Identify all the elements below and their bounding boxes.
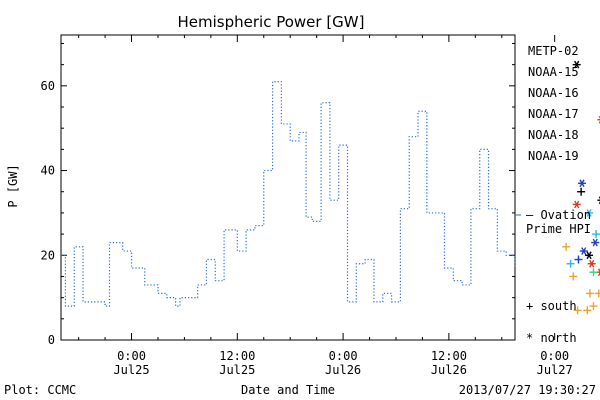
south-point bbox=[594, 289, 600, 298]
y-tick-label: 60 bbox=[41, 79, 55, 93]
north-point bbox=[572, 200, 581, 209]
north-point bbox=[591, 238, 600, 247]
south-point bbox=[583, 306, 592, 315]
south-point bbox=[577, 187, 586, 196]
south-point bbox=[573, 306, 582, 315]
south-point bbox=[574, 255, 583, 264]
north-point bbox=[585, 251, 594, 260]
x-axis: 0:00Jul2512:00Jul250:00Jul2612:00Jul260:… bbox=[78, 35, 573, 377]
x-tick-time-label: 12:00 bbox=[219, 349, 255, 363]
legend-entry: NOAA-19 bbox=[528, 149, 579, 163]
x-tick-date-label: Jul26 bbox=[325, 363, 361, 377]
satellite-points bbox=[562, 60, 600, 315]
satellite-legend: METP-02 NOAA-15 NOAA-16 NOAA-17 NOAA-18 NOAA-… bbox=[528, 44, 579, 163]
south-point bbox=[589, 268, 598, 277]
south-point bbox=[585, 289, 594, 298]
x-tick-time-label: 12:00 bbox=[431, 349, 467, 363]
plot-timestamp: 2013/07/27 19:30:27 bbox=[459, 383, 596, 397]
legend-entry: METP-02 bbox=[528, 44, 579, 58]
x-tick-time-label: 0:00 bbox=[540, 349, 569, 363]
plot-frame bbox=[60, 34, 516, 341]
north-point bbox=[597, 115, 600, 124]
south-point bbox=[592, 230, 600, 239]
x-tick-date-label: Jul25 bbox=[113, 363, 149, 377]
x-tick-date-label: Jul25 bbox=[219, 363, 255, 377]
north-point bbox=[585, 209, 594, 217]
south-marker-legend: + south bbox=[526, 299, 577, 313]
y-axis-label: P [GW] bbox=[6, 164, 20, 207]
north-marker-legend: * north bbox=[526, 331, 577, 345]
x-tick-time-label: 0:00 bbox=[329, 349, 358, 363]
south-point bbox=[569, 272, 578, 281]
x-axis-label: Date and Time bbox=[241, 383, 335, 397]
x-tick-date-label: Jul26 bbox=[431, 363, 467, 377]
north-point bbox=[596, 268, 600, 277]
x-tick-time-label: 0:00 bbox=[117, 349, 146, 363]
y-tick-label: 40 bbox=[41, 164, 55, 178]
south-point bbox=[566, 259, 575, 268]
north-point bbox=[577, 179, 586, 188]
legend-entry: NOAA-18 bbox=[528, 128, 579, 142]
y-axis: 0 20 40 60 bbox=[41, 42, 515, 347]
north-point bbox=[587, 259, 596, 268]
plot-credit: Plot: CCMC bbox=[4, 383, 76, 397]
y-tick-label: 20 bbox=[41, 248, 55, 262]
chart-title: Hemispheric Power [GW] bbox=[178, 13, 365, 31]
y-tick-label: 0 bbox=[48, 333, 55, 347]
legend-entry: NOAA-17 bbox=[528, 107, 579, 121]
north-point bbox=[597, 196, 600, 205]
ovation-prime-hpi-line bbox=[61, 80, 516, 307]
x-tick-date-label: Jul27 bbox=[537, 363, 573, 377]
south-point bbox=[589, 302, 598, 311]
north-point bbox=[579, 247, 588, 255]
ovation-legend-line2: Prime HPI bbox=[526, 222, 591, 236]
legend-entry: NOAA-15 bbox=[528, 65, 579, 79]
legend-entry: NOAA-16 bbox=[528, 86, 579, 100]
south-point bbox=[562, 242, 571, 251]
north-point bbox=[572, 60, 581, 69]
ovation-legend-line1: — Ovation bbox=[526, 208, 591, 222]
